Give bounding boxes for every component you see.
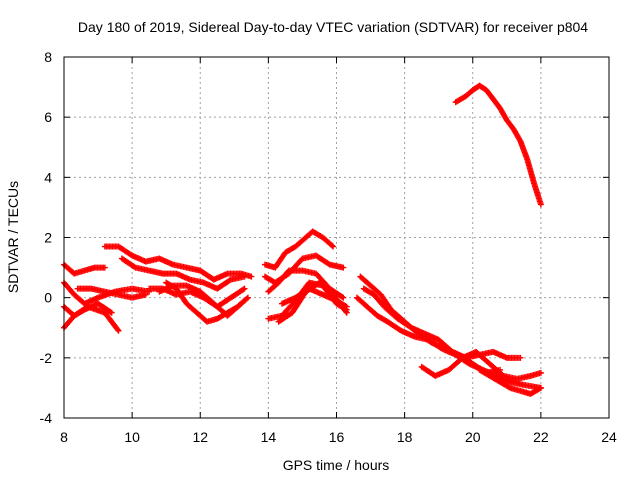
data-point — [241, 285, 248, 292]
data-point — [248, 273, 255, 280]
data-point — [536, 385, 543, 392]
x-tick-label: 24 — [601, 429, 617, 445]
plot-area — [61, 82, 544, 397]
data-point — [339, 293, 346, 300]
x-tick-label: 14 — [261, 429, 277, 445]
data-point — [537, 384, 544, 391]
data-point — [240, 286, 247, 293]
x-tick-label: 8 — [60, 429, 68, 445]
data-point — [343, 309, 350, 316]
series-arc-05 — [74, 285, 149, 301]
series-arc-17 — [357, 273, 503, 376]
series-arc-19 — [360, 285, 524, 361]
series-arc-20 — [418, 348, 544, 382]
y-axis-label: SDTVAR / TECUs — [5, 181, 21, 293]
data-point — [517, 354, 524, 361]
grid — [64, 57, 609, 418]
x-tick-label: 16 — [329, 429, 345, 445]
data-point — [243, 295, 250, 302]
x-axis-label: GPS time / hours — [283, 457, 390, 473]
data-point — [343, 303, 350, 310]
series-arc-18 — [353, 294, 544, 391]
data-point — [328, 242, 335, 249]
x-tick-label: 22 — [533, 429, 549, 445]
y-tick-label: 4 — [44, 169, 52, 185]
series-arc-01 — [61, 261, 108, 277]
y-tick-label: -2 — [40, 350, 53, 366]
data-point — [226, 277, 233, 284]
data-point — [342, 308, 349, 315]
series-arc-09 — [156, 282, 248, 319]
data-point — [330, 243, 337, 250]
data-point — [114, 326, 121, 333]
chart-title: Day 180 of 2019, Sidereal Day-to-day VTE… — [78, 19, 588, 35]
data-point — [101, 264, 108, 271]
x-tick-label: 18 — [397, 429, 413, 445]
x-tick-label: 20 — [465, 429, 481, 445]
data-point — [131, 263, 138, 270]
series-arc-21 — [452, 82, 544, 208]
y-tick-label: -4 — [40, 410, 53, 426]
data-point — [505, 384, 512, 391]
series-arc-10 — [163, 279, 251, 325]
series-arc-16 — [279, 285, 350, 310]
data-point — [142, 291, 149, 298]
data-point — [241, 273, 248, 280]
data-point — [108, 309, 115, 316]
y-tick-label: 2 — [44, 230, 52, 246]
data-point — [340, 264, 347, 271]
data-point — [340, 294, 347, 301]
y-tick-label: 0 — [44, 290, 52, 306]
y-tick-label: 8 — [44, 49, 52, 65]
series-arc-22 — [476, 366, 544, 397]
data-point — [244, 294, 251, 301]
data-point — [325, 260, 332, 267]
data-point — [537, 369, 544, 376]
series-arc-04 — [61, 300, 115, 331]
data-point — [115, 327, 122, 334]
y-tick-label: 6 — [44, 109, 52, 125]
data-point — [107, 308, 114, 315]
series-arc-07 — [118, 255, 248, 292]
data-point — [342, 302, 349, 309]
x-tick-label: 12 — [192, 429, 208, 445]
series-arc-11 — [261, 228, 337, 271]
data-point — [537, 201, 544, 208]
x-tick-label: 10 — [124, 429, 140, 445]
